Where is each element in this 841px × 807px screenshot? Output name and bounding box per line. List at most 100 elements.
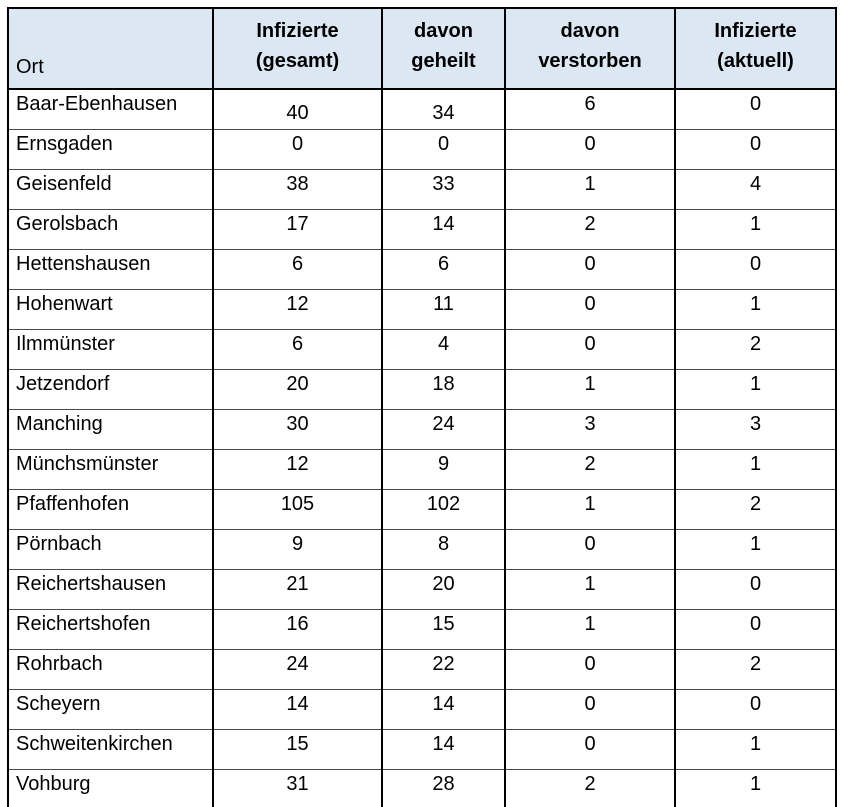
table-row: Münchsmünster 12 9 2 1	[7, 449, 837, 490]
header-line: Infizierte	[256, 20, 339, 42]
value-cell: 0	[504, 289, 676, 330]
header-cell-infizierte-gesamt: Infizierte (gesamt)	[212, 8, 383, 90]
value-cell: 0	[504, 529, 676, 570]
value-cell: 30	[212, 409, 383, 450]
value-cell: 1	[674, 209, 837, 250]
table-row: Gerolsbach 17 14 2 1	[7, 209, 837, 250]
ort-cell: Ernsgaden	[7, 129, 214, 170]
ort-cell: Ilmmünster	[7, 329, 214, 370]
table-header: Ort Infizierte (gesamt) davon geheilt da…	[7, 8, 837, 90]
value-cell: 15	[212, 729, 383, 770]
value-cell: 9	[212, 529, 383, 570]
value-cell: 0	[381, 129, 506, 170]
table-row: Hohenwart 12 11 0 1	[7, 289, 837, 330]
value-cell: 12	[212, 289, 383, 330]
table-row: Reichertshofen 16 15 1 0	[7, 609, 837, 650]
ort-cell: Schweitenkirchen	[7, 729, 214, 770]
header-line: Infizierte	[714, 20, 797, 42]
value-cell: 6	[504, 89, 676, 130]
value-cell: 3	[504, 409, 676, 450]
table-row: Pörnbach 9 8 0 1	[7, 529, 837, 570]
value-cell: 9	[381, 449, 506, 490]
value-cell: 8	[381, 529, 506, 570]
value-cell: 102	[381, 489, 506, 530]
value-cell: 22	[381, 649, 506, 690]
value-cell: 0	[504, 729, 676, 770]
table-row: Manching 30 24 3 3	[7, 409, 837, 450]
value-cell: 20	[381, 569, 506, 610]
value-cell: 1	[674, 289, 837, 330]
ort-cell: Jetzendorf	[7, 369, 214, 410]
value-cell: 1	[674, 529, 837, 570]
ort-cell: Manching	[7, 409, 214, 450]
value-cell: 15	[381, 609, 506, 650]
value-cell: 0	[674, 609, 837, 650]
table-row: Rohrbach 24 22 0 2	[7, 649, 837, 690]
ort-cell: Reichertshofen	[7, 609, 214, 650]
value-cell: 11	[381, 289, 506, 330]
value-cell: 2	[504, 769, 676, 807]
value-cell: 17	[212, 209, 383, 250]
value-cell: 0	[504, 249, 676, 290]
table-row: Pfaffenhofen 105 102 1 2	[7, 489, 837, 530]
ort-cell: Münchsmünster	[7, 449, 214, 490]
header-line: (aktuell)	[717, 50, 794, 72]
table-body: Baar-Ebenhausen 40 34 6 0 Ernsgaden 0 0 …	[7, 89, 837, 807]
value-cell: 14	[381, 729, 506, 770]
header-line: davon	[414, 20, 473, 42]
value-cell: 2	[504, 449, 676, 490]
ort-cell: Baar-Ebenhausen	[7, 89, 214, 130]
ort-cell: Vohburg	[7, 769, 214, 807]
value-cell: 14	[381, 209, 506, 250]
value-cell: 33	[381, 169, 506, 210]
ort-cell: Geisenfeld	[7, 169, 214, 210]
header-line: (gesamt)	[255, 50, 340, 72]
value-cell: 2	[504, 209, 676, 250]
value-cell: 0	[212, 129, 383, 170]
value-cell: 105	[212, 489, 383, 530]
value-cell: 2	[674, 489, 837, 530]
value-cell: 14	[212, 689, 383, 730]
table-row: Schweitenkirchen 15 14 0 1	[7, 729, 837, 770]
header-row: Ort Infizierte (gesamt) davon geheilt da…	[7, 8, 837, 90]
value-cell: 31	[212, 769, 383, 807]
value-cell: 34	[381, 89, 506, 130]
value-cell: 21	[212, 569, 383, 610]
value-cell: 20	[212, 369, 383, 410]
header-cell-davon-verstorben: davon verstorben	[504, 8, 676, 90]
value-cell: 1	[674, 369, 837, 410]
value-cell: 4	[674, 169, 837, 210]
value-cell: 40	[212, 89, 383, 130]
value-cell: 0	[504, 689, 676, 730]
header-line: verstorben	[538, 50, 642, 72]
header-line: geheilt	[411, 50, 476, 72]
header-cell-ort: Ort	[7, 8, 214, 90]
ort-cell: Pörnbach	[7, 529, 214, 570]
value-cell: 4	[381, 329, 506, 370]
ort-cell: Scheyern	[7, 689, 214, 730]
value-cell: 6	[381, 249, 506, 290]
infection-table: Ort Infizierte (gesamt) davon geheilt da…	[7, 7, 837, 807]
table-row: Reichertshausen 21 20 1 0	[7, 569, 837, 610]
value-cell: 2	[674, 329, 837, 370]
table-row: Jetzendorf 20 18 1 1	[7, 369, 837, 410]
value-cell: 16	[212, 609, 383, 650]
table-row: Ilmmünster 6 4 0 2	[7, 329, 837, 370]
table-row: Geisenfeld 38 33 1 4	[7, 169, 837, 210]
table-row: Hettenshausen 6 6 0 0	[7, 249, 837, 290]
value-cell: 0	[504, 329, 676, 370]
value-cell: 1	[504, 609, 676, 650]
header-line: davon	[560, 20, 620, 42]
value-cell: 14	[381, 689, 506, 730]
ort-cell: Pfaffenhofen	[7, 489, 214, 530]
value-cell: 6	[212, 249, 383, 290]
value-cell: 1	[504, 489, 676, 530]
value-cell: 0	[674, 569, 837, 610]
value-cell: 12	[212, 449, 383, 490]
value-cell: 0	[674, 129, 837, 170]
value-cell: 24	[212, 649, 383, 690]
value-cell: 3	[674, 409, 837, 450]
ort-cell: Reichertshausen	[7, 569, 214, 610]
value-cell: 1	[504, 169, 676, 210]
